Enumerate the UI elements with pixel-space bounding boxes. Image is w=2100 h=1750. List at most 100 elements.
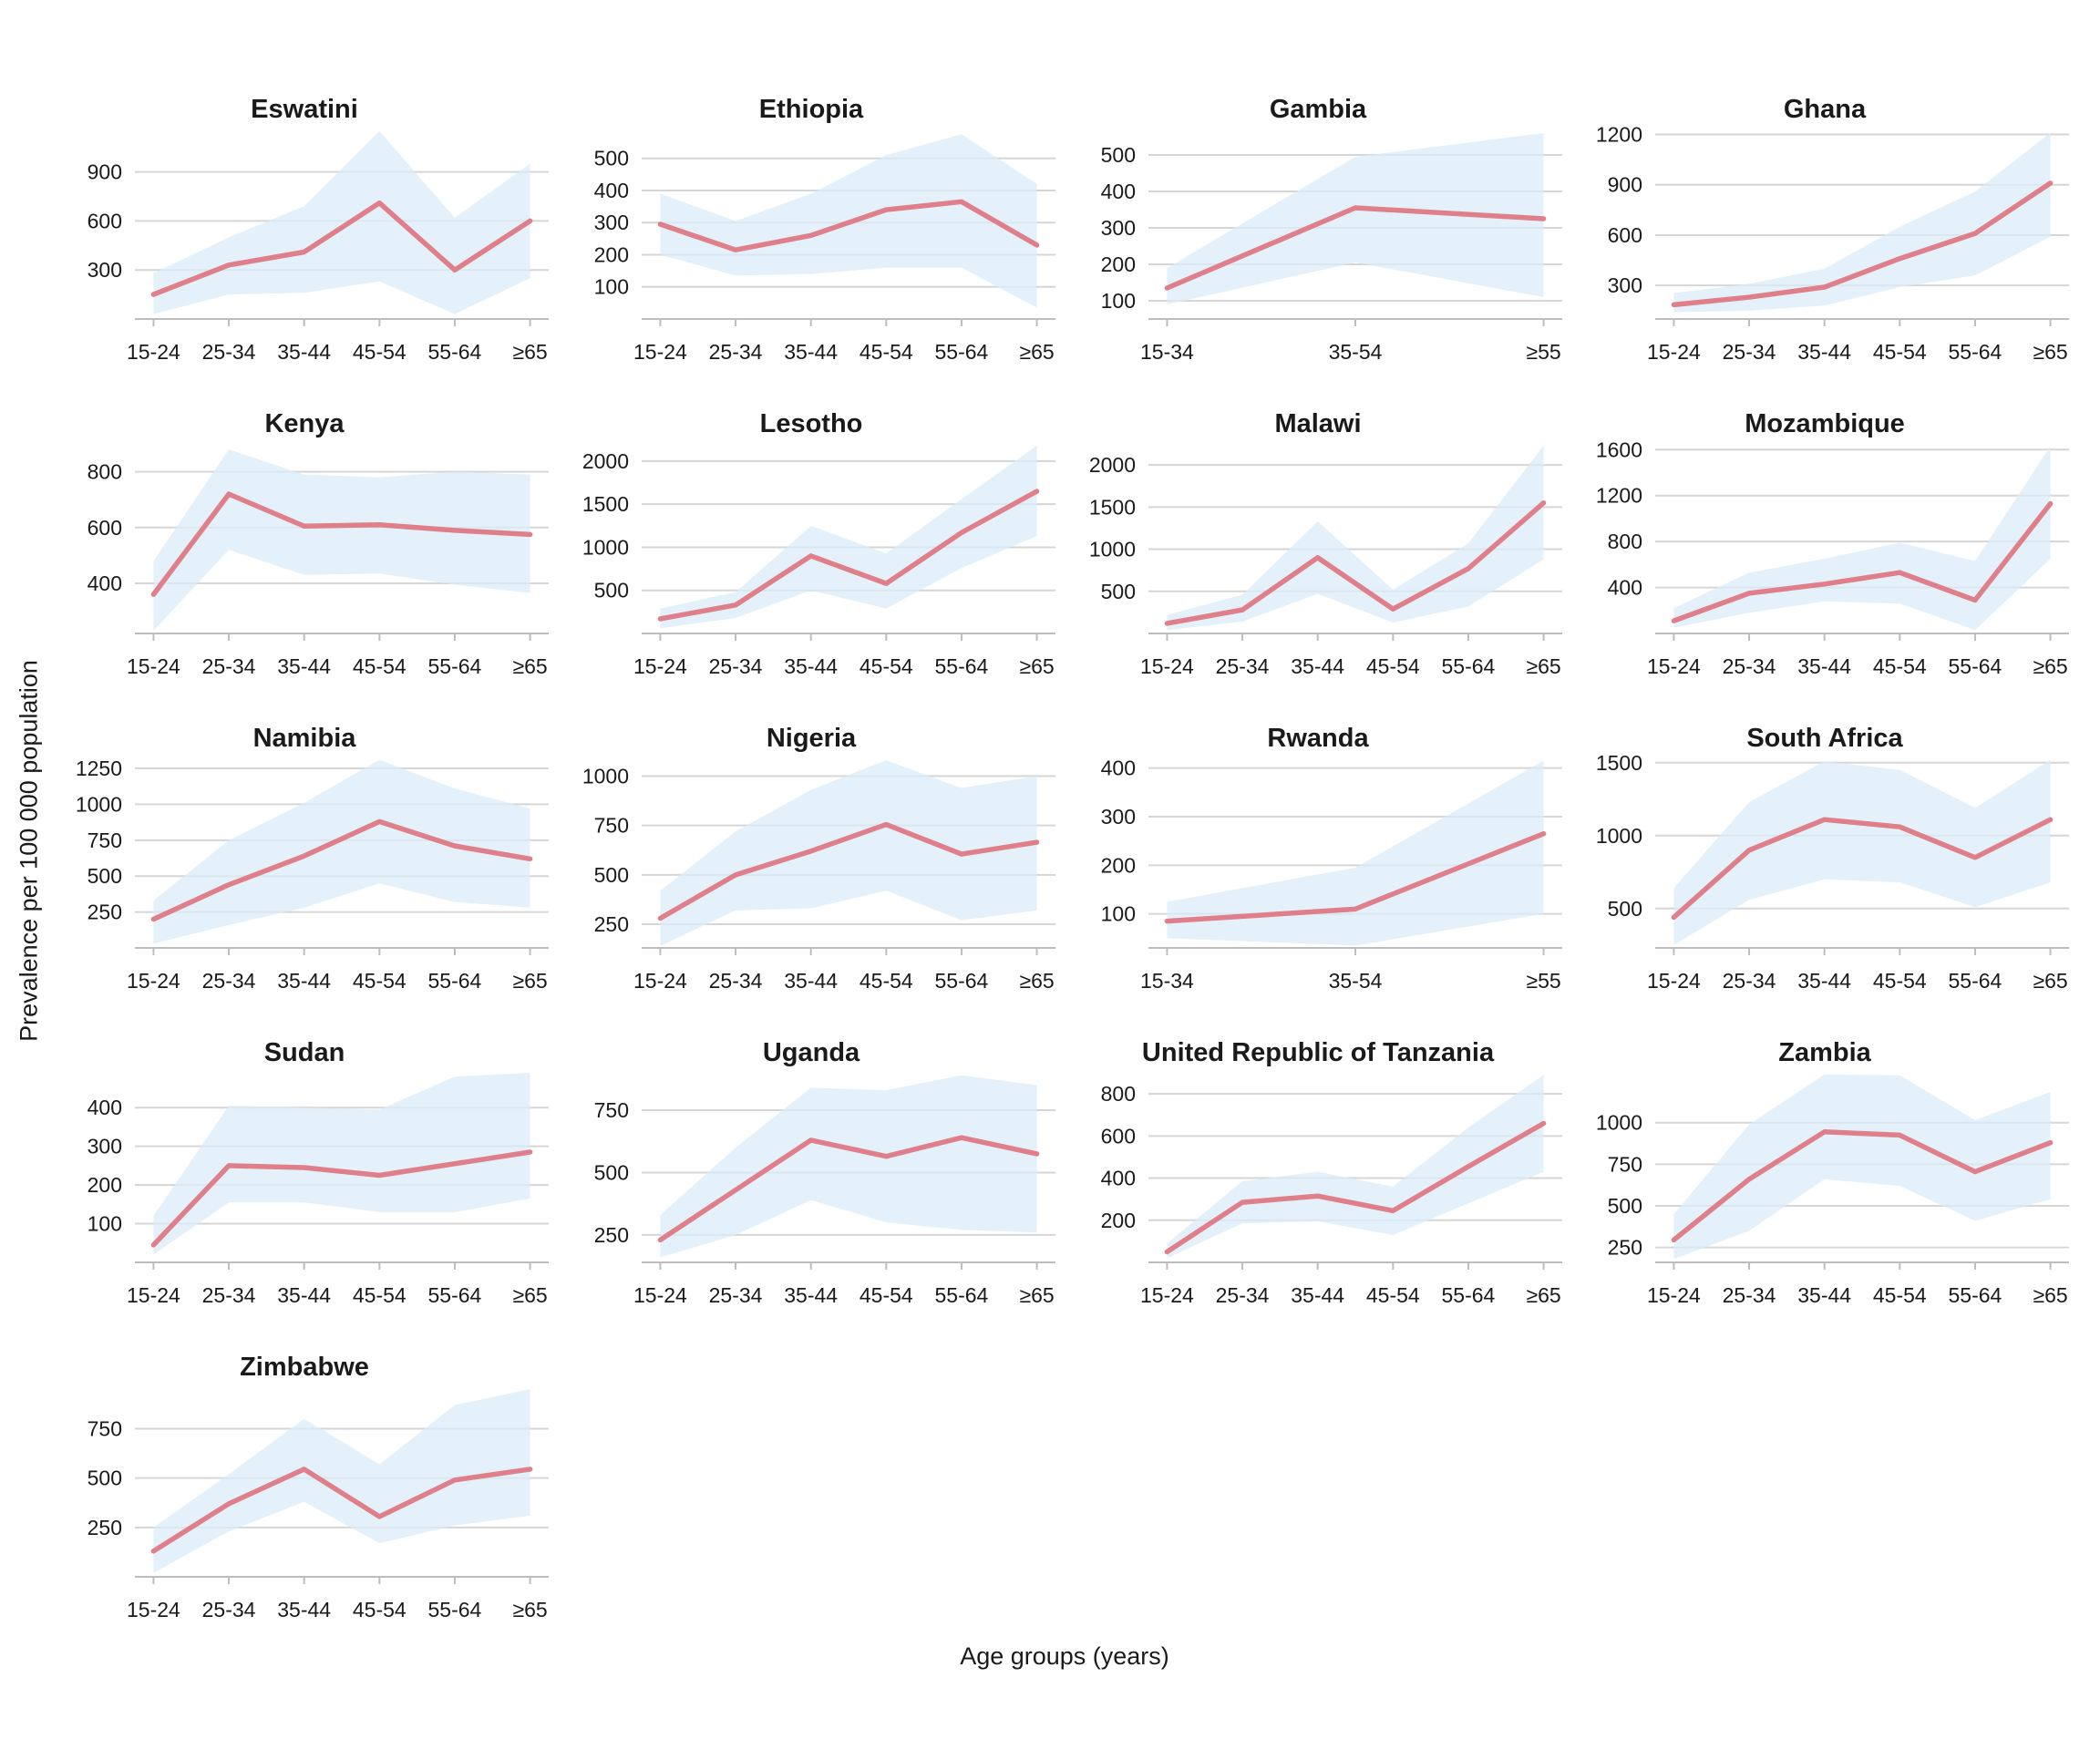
- x-tick-label: 35-44: [277, 654, 331, 678]
- panel-title: Rwanda: [1267, 723, 1369, 753]
- x-tick-label: ≥65: [2033, 340, 2067, 364]
- y-tick-label: 2000: [582, 449, 629, 473]
- x-tick-labels: 15-24 25-34 35-44 45-54 55-64 ≥65: [127, 1283, 548, 1307]
- chart-panel-mozambique: Mozambique 400 800 1200 1600 15-24 25-34 35-44 4…: [1571, 375, 2078, 689]
- y-tick-labels: 400 600 800: [88, 460, 122, 595]
- x-tick-label: 15-24: [127, 654, 180, 678]
- x-tick-label: 25-34: [709, 969, 763, 993]
- x-axis: [135, 1261, 549, 1270]
- prevalence-line: [1671, 500, 2054, 623]
- chart-panel-eswatini: Eswatini 300 600 900 15-24 25-34 35-44 45-54 55-…: [51, 60, 558, 375]
- x-tick-label: 55-64: [1949, 340, 2002, 364]
- x-tick-label: 25-34: [202, 654, 256, 678]
- x-tick-label: 45-54: [860, 969, 913, 993]
- chart-panel-zimbabwe: Zimbabwe 250 500 750 15-24 25-34 35-44 45-54 55-…: [51, 1318, 558, 1632]
- x-tick-label: 15-24: [1140, 1283, 1194, 1307]
- x-tick-label: 25-34: [202, 340, 256, 364]
- y-tick-label: 1200: [1596, 124, 1642, 147]
- x-tick-label: ≥65: [512, 1283, 547, 1307]
- x-tick-label: 45-54: [353, 969, 407, 993]
- x-tick-label: 55-64: [428, 1283, 482, 1307]
- x-tick-labels: 15-24 25-34 35-44 45-54 55-64 ≥65: [127, 340, 548, 364]
- prevalence-line: [1164, 830, 1547, 924]
- y-tick-label: 500: [88, 864, 122, 888]
- y-tick-label: 600: [1101, 1124, 1136, 1148]
- chart-panel-gambia: Gambia 100 200 300 400 500 15-34 35-54 ≥55: [1065, 60, 1571, 375]
- x-tick-label: 55-64: [935, 1283, 989, 1307]
- y-tick-label: 600: [88, 209, 122, 232]
- x-tick-label: 55-64: [935, 654, 989, 678]
- y-tick-labels: 250 500 750: [88, 1417, 122, 1539]
- x-tick-label: 45-54: [1366, 654, 1420, 678]
- x-tick-labels: 15-24 25-34 35-44 45-54 55-64 ≥65: [1647, 654, 2068, 678]
- y-tick-label: 1000: [582, 765, 629, 788]
- x-axis: [135, 947, 549, 955]
- confidence-band: [1673, 759, 2051, 945]
- confidence-band: [1167, 1075, 1544, 1259]
- y-tick-label: 500: [594, 863, 629, 887]
- x-tick-label: 55-64: [1949, 969, 2002, 993]
- panel-title: South Africa: [1746, 723, 1903, 753]
- x-tick-label: 15-24: [127, 1598, 180, 1621]
- chart-canvas: 250 500 750 1000 1250 15-24 25-34 35-44 45-54 55-…: [76, 757, 549, 993]
- chart-panel-sudan: Sudan 100 200 300 400 15-24 25-34 35-44 45-54 55-…: [51, 1004, 558, 1318]
- y-tick-label: 300: [1101, 216, 1136, 240]
- confidence-band: [153, 1389, 530, 1573]
- y-tick-label: 750: [594, 1098, 629, 1122]
- confidence-band: [153, 759, 530, 944]
- x-tick-label: 35-44: [784, 1283, 838, 1307]
- x-tick-label: 55-64: [1949, 654, 2002, 678]
- y-tick-label: 500: [1608, 897, 1642, 921]
- y-tick-labels: 100 200 300 400: [1101, 757, 1136, 926]
- y-tick-label: 1000: [1089, 538, 1136, 561]
- y-tick-labels: 500 1000 1500: [1596, 753, 1642, 921]
- y-tick-label: 800: [1608, 530, 1642, 553]
- y-tick-label: 400: [88, 1096, 122, 1119]
- x-tick-label: 55-64: [428, 654, 482, 678]
- x-tick-label: 45-54: [353, 340, 407, 364]
- x-tick-label: 35-44: [277, 1598, 331, 1621]
- prevalence-line: [150, 491, 533, 597]
- y-tick-label: 400: [88, 571, 122, 595]
- chart-panel-ghana: Ghana 300 600 900 1200 15-24 25-34 35-44 45-54 55…: [1571, 60, 2078, 375]
- prevalence-line: [1164, 1120, 1547, 1255]
- y-tick-label: 200: [1101, 1209, 1136, 1232]
- x-tick-labels: 15-24 25-34 35-44 45-54 55-64 ≥65: [1647, 340, 2068, 364]
- chart-canvas: 300 600 900 15-24 25-34 35-44 45-54 55-64 ≥65: [88, 130, 549, 364]
- prevalence-line: [150, 200, 533, 297]
- prevalence-line: [657, 489, 1040, 622]
- x-tick-label: ≥65: [2033, 969, 2067, 993]
- y-tick-label: 1000: [1596, 1111, 1642, 1135]
- confidence-band: [153, 1073, 530, 1255]
- prevalence-line: [1671, 817, 2054, 921]
- chart-panel-zambia: Zambia 250 500 750 1000 15-24 25-34 35-44 45-54 5…: [1571, 1004, 2078, 1318]
- x-tick-label: ≥65: [512, 969, 547, 993]
- chart-canvas: 200 400 600 800 15-24 25-34 35-44 45-54 55-64 ≥65: [1101, 1075, 1562, 1307]
- y-tick-label: 600: [1608, 223, 1642, 247]
- chart-canvas: 100 200 300 400 15-24 25-34 35-44 45-54 55-64 ≥65: [88, 1073, 549, 1307]
- y-tick-label: 200: [594, 242, 629, 266]
- x-axis: [1655, 318, 2069, 326]
- confidence-band: [660, 1075, 1037, 1258]
- y-tick-label: 750: [88, 829, 122, 852]
- x-axis: [1148, 1261, 1562, 1270]
- x-tick-label: 15-24: [127, 1283, 180, 1307]
- x-axis: [642, 633, 1055, 641]
- x-tick-label: 35-44: [784, 969, 838, 993]
- y-tick-labels: 100 200 300 400 500: [594, 147, 629, 299]
- x-tick-label: 35-44: [1291, 1283, 1344, 1307]
- confidence-band: [1167, 445, 1544, 631]
- y-tick-label: 800: [1101, 1082, 1136, 1106]
- x-tick-label: 15-24: [1647, 340, 1701, 364]
- x-tick-label: 35-44: [1797, 1283, 1851, 1307]
- chart-canvas: 100 200 300 400 500 15-34 35-54 ≥55: [1101, 133, 1562, 364]
- chart-panel-kenya: Kenya 400 600 800 15-24 25-34 35-44 45-54 55-64 ≥…: [51, 375, 558, 689]
- prevalence-line: [1164, 499, 1547, 626]
- prevalence-line: [150, 818, 533, 922]
- chart-panel-south-africa: South Africa 500 1000 1500 15-24 25-34 35-44 45…: [1571, 689, 2078, 1004]
- x-tick-label: ≥65: [1019, 340, 1054, 364]
- y-tick-label: 1000: [1596, 824, 1642, 848]
- y-tick-label: 500: [88, 1467, 122, 1490]
- x-tick-label: 35-44: [1291, 654, 1344, 678]
- chart-panel-ethiopia: Ethiopia 100 200 300 400 500 15-24 25-34 35-44 45…: [558, 60, 1065, 375]
